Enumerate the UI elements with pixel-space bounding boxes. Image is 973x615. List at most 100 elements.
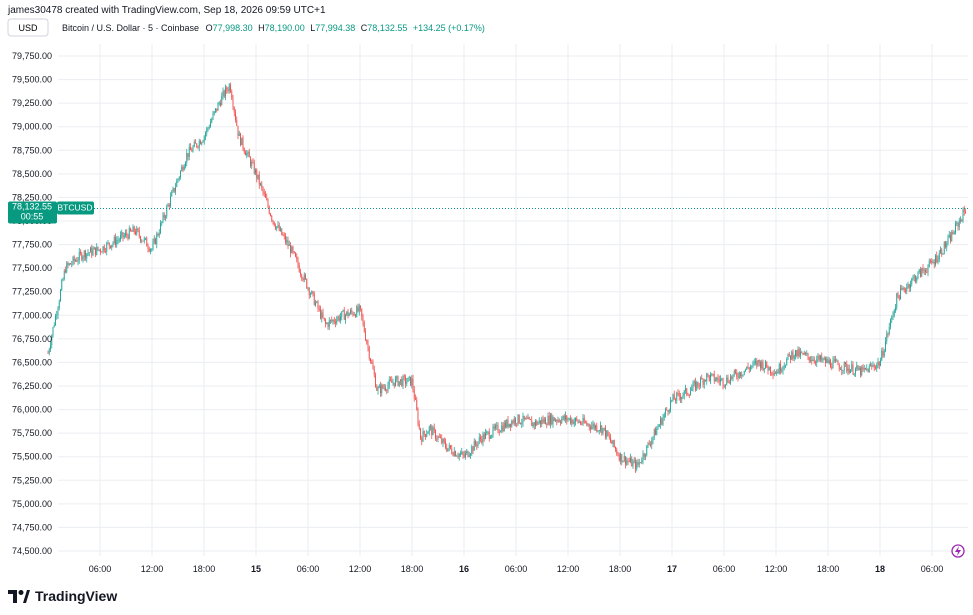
x-tick-label: 12:00 xyxy=(141,564,164,574)
candle-body xyxy=(671,399,673,401)
candle-body xyxy=(111,244,113,248)
candle-body xyxy=(638,462,640,465)
candle-body xyxy=(777,371,779,374)
candle-body xyxy=(308,288,310,295)
candle-body xyxy=(142,240,144,242)
candle-body xyxy=(773,373,775,375)
candle-body xyxy=(866,368,868,370)
tradingview-logo[interactable]: TradingView xyxy=(8,588,117,604)
candle-body xyxy=(592,423,594,426)
candle-body xyxy=(703,379,705,385)
candle-body xyxy=(156,234,158,245)
candle-body xyxy=(561,418,563,423)
y-tick-label: 79,750.00 xyxy=(12,51,52,61)
candle-body xyxy=(698,385,700,387)
candle-body xyxy=(580,421,581,424)
candle-body xyxy=(85,251,86,259)
candle-body xyxy=(682,395,684,398)
candle-body xyxy=(883,350,885,357)
candle-body xyxy=(402,376,404,386)
candle-body xyxy=(443,439,445,442)
candle-body xyxy=(341,311,343,317)
candle-body xyxy=(486,431,488,433)
candle-body xyxy=(896,293,898,308)
candle-body xyxy=(927,266,929,273)
time-axis[interactable]: 06:00 12:00 18:00 15 06:00 12:00 18:00 16 06:00 1… xyxy=(89,564,944,574)
candle-body xyxy=(912,277,914,279)
candle-body xyxy=(472,446,474,451)
candle-body xyxy=(778,364,780,374)
candle-body xyxy=(462,452,464,455)
candle-body xyxy=(826,359,828,363)
candle-body xyxy=(481,438,483,443)
candle-body xyxy=(137,228,139,231)
candle-body xyxy=(475,441,476,445)
lightning-icon[interactable] xyxy=(951,544,965,558)
candle-body xyxy=(946,243,948,248)
candle-body xyxy=(658,424,660,427)
candle-body xyxy=(218,102,220,104)
last-price-tag: 78,132.55 00:55 BTCUSD xyxy=(8,201,94,224)
candle-body xyxy=(226,87,228,91)
candle-body xyxy=(325,319,326,324)
candle-body xyxy=(545,418,546,425)
candle-body xyxy=(783,366,785,368)
candle-body xyxy=(62,279,64,281)
candle-body xyxy=(660,418,661,425)
y-tick-label: 77,750.00 xyxy=(12,240,52,250)
candle-body xyxy=(153,238,155,243)
candle-body xyxy=(163,214,165,218)
candle-body xyxy=(700,378,701,386)
x-tick-label: 12:00 xyxy=(349,564,372,574)
candle-body xyxy=(625,456,626,465)
candle-body xyxy=(878,361,880,366)
y-tick-label: 75,000.00 xyxy=(12,499,52,509)
candle-body xyxy=(415,398,416,400)
candle-body xyxy=(197,146,199,148)
candle-body xyxy=(641,461,643,463)
candle-body xyxy=(311,291,313,294)
candle-body xyxy=(787,353,789,360)
y-tick-label: 78,750.00 xyxy=(12,145,52,155)
candle-body xyxy=(457,455,459,457)
candle-body xyxy=(741,374,743,377)
candle-body xyxy=(346,311,348,315)
candle-body xyxy=(752,362,754,366)
candle-body xyxy=(941,249,943,255)
last-price-value: 78,132.55 xyxy=(12,202,52,212)
candle-body xyxy=(68,263,70,265)
candle-body xyxy=(717,377,719,380)
candle-body xyxy=(240,133,241,146)
candle-body xyxy=(908,284,910,289)
candle-body xyxy=(235,112,236,120)
candle-body xyxy=(840,369,841,371)
candle-body xyxy=(250,157,251,166)
y-tick-label: 77,250.00 xyxy=(12,287,52,297)
candle-body xyxy=(192,146,194,152)
candle-body xyxy=(557,419,559,422)
candle-body xyxy=(651,440,653,445)
candle-body xyxy=(345,314,346,320)
candle-body xyxy=(143,238,145,242)
candle-body xyxy=(586,422,588,425)
candle-body xyxy=(820,355,821,360)
candle-body xyxy=(377,387,379,391)
candle-body xyxy=(600,425,601,431)
candle-body xyxy=(667,410,669,413)
candle-body xyxy=(103,246,105,252)
candle-body xyxy=(210,122,211,128)
candle-body xyxy=(95,247,96,255)
candle-body xyxy=(97,246,99,250)
candle-body xyxy=(456,455,458,457)
price-axis[interactable]: 79,750.00 79,500.00 79,250.00 79,000.00 78,7… xyxy=(12,51,52,556)
candle-body xyxy=(432,427,434,436)
candle-body xyxy=(291,246,293,254)
candle-body xyxy=(338,316,340,321)
candle-body xyxy=(860,367,861,376)
y-tick-label: 78,250.00 xyxy=(12,192,52,202)
candle-body xyxy=(901,288,903,290)
candle-body xyxy=(597,430,599,432)
y-tick-label: 76,750.00 xyxy=(12,334,52,344)
currency-button[interactable]: USD xyxy=(7,18,49,37)
